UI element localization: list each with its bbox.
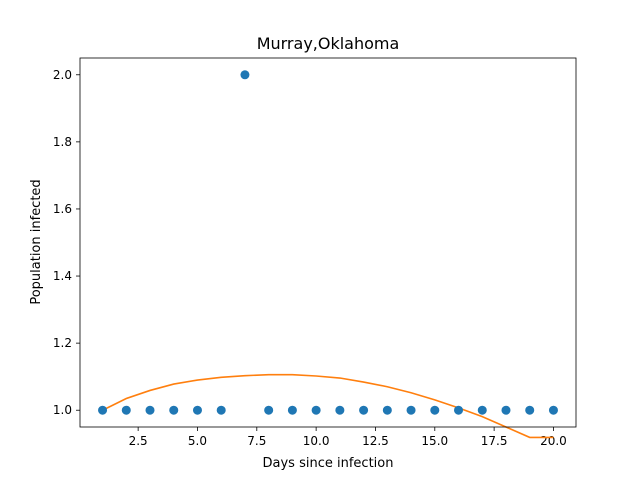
- x-tick-label: 2.5: [129, 434, 148, 448]
- data-point: [169, 405, 179, 415]
- data-point: [477, 405, 487, 415]
- data-point: [525, 405, 535, 415]
- fit-line: [102, 373, 554, 439]
- x-axis-label: Days since infection: [263, 456, 394, 471]
- data-point: [145, 405, 155, 415]
- y-tick-label: 1.6: [53, 202, 72, 216]
- axes-frame: [79, 57, 577, 428]
- data-point: [406, 405, 416, 415]
- y-tick-label: 1.0: [53, 403, 72, 417]
- x-tick-label: 5.0: [188, 434, 207, 448]
- chart-title: Murray,Oklahoma: [257, 34, 400, 53]
- data-point: [430, 405, 440, 415]
- data-point: [501, 405, 511, 415]
- x-tick-label: 15.0: [421, 434, 448, 448]
- data-point: [240, 70, 250, 80]
- y-tick-label: 1.2: [53, 336, 72, 350]
- x-tick-label: 17.5: [481, 434, 508, 448]
- x-tick-label: 12.5: [362, 434, 389, 448]
- y-tick-label: 1.8: [53, 135, 72, 149]
- data-point: [121, 405, 131, 415]
- y-tick-label: 2.0: [53, 68, 72, 82]
- data-point: [382, 405, 392, 415]
- data-point: [192, 405, 202, 415]
- data-point: [216, 405, 226, 415]
- y-tick-label: 1.4: [53, 269, 72, 283]
- data-point: [98, 405, 108, 415]
- y-axis-label: Population infected: [29, 179, 44, 304]
- plot-area: 2.5 5.0 7.5 10.0 12.5 15.0 17.5 20.0 1.0 1.2 1.4 1.…: [53, 57, 577, 448]
- data-point: [548, 405, 558, 415]
- x-tick-label: 20.0: [540, 434, 567, 448]
- x-tick-label: 7.5: [247, 434, 266, 448]
- data-point: [335, 405, 345, 415]
- data-point: [287, 405, 297, 415]
- x-tick-label: 10.0: [303, 434, 330, 448]
- data-point: [311, 405, 321, 415]
- data-point: [264, 405, 274, 415]
- data-point: [454, 405, 464, 415]
- data-point: [359, 405, 369, 415]
